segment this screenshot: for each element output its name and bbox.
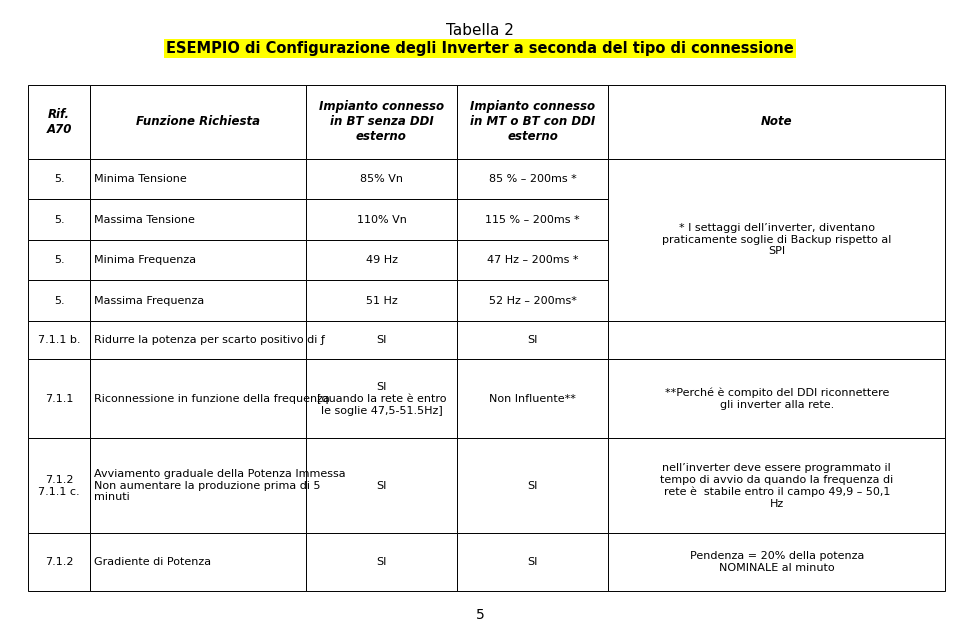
Text: ESEMPIO di Configurazione degli Inverter a seconda del tipo di connessione: ESEMPIO di Configurazione degli Inverter… [166, 41, 794, 56]
Text: 5.: 5. [54, 174, 64, 184]
Text: 85% Vn: 85% Vn [360, 174, 403, 184]
Text: 110% Vn: 110% Vn [356, 215, 406, 225]
Text: Tabella 2: Tabella 2 [446, 23, 514, 38]
Bar [306, 321, 457, 360]
Bar [28, 85, 90, 159]
Text: Rif.
A70: Rif. A70 [46, 108, 72, 136]
Bar [90, 85, 306, 159]
Text: 5: 5 [475, 608, 485, 622]
Bar [457, 159, 609, 199]
Text: 49 Hz: 49 Hz [366, 255, 397, 265]
Bar [306, 240, 457, 280]
Bar [609, 85, 945, 159]
Text: Funzione Richiesta: Funzione Richiesta [136, 115, 260, 128]
Text: Non Influente**: Non Influente** [490, 394, 576, 404]
Text: SI: SI [528, 335, 538, 345]
Text: Avviamento graduale della Potenza Immessa
Non aumentare la produzione prima di 5: Avviamento graduale della Potenza Immess… [94, 469, 346, 503]
Bar [28, 360, 90, 438]
Text: Note: Note [761, 115, 793, 128]
Text: Massima Tensione: Massima Tensione [94, 215, 195, 225]
Bar [90, 321, 306, 360]
Bar [457, 438, 609, 534]
Text: * I settaggi dell’inverter, diventano
praticamente soglie di Backup rispetto al
: * I settaggi dell’inverter, diventano pr… [662, 223, 892, 256]
Text: 5.: 5. [54, 255, 64, 265]
Bar [457, 240, 609, 280]
Bar [609, 321, 945, 360]
Bar [28, 199, 90, 240]
Bar [90, 199, 306, 240]
Bar [90, 159, 306, 199]
Text: 85 % – 200ms *: 85 % – 200ms * [489, 174, 577, 184]
Bar [457, 321, 609, 360]
Bar [457, 360, 609, 438]
Text: Riconnessione in funzione della frequenza: Riconnessione in funzione della frequenz… [94, 394, 330, 404]
Bar [28, 240, 90, 280]
Bar [90, 280, 306, 321]
Text: 51 Hz: 51 Hz [366, 296, 397, 306]
Bar [306, 159, 457, 199]
Text: 7.1.1 b.: 7.1.1 b. [38, 335, 81, 345]
Bar [457, 534, 609, 591]
Text: Gradiente di Potenza: Gradiente di Potenza [94, 557, 211, 567]
Bar [306, 85, 457, 159]
Bar [457, 85, 609, 159]
Text: Impianto connesso
in BT senza DDI
esterno: Impianto connesso in BT senza DDI estern… [319, 100, 444, 143]
Bar [90, 438, 306, 534]
Bar [306, 360, 457, 438]
Bar [28, 438, 90, 534]
Bar [457, 199, 609, 240]
Bar [457, 280, 609, 321]
Text: 47 Hz – 200ms *: 47 Hz – 200ms * [487, 255, 579, 265]
Bar [90, 360, 306, 438]
Text: 115 % – 200ms *: 115 % – 200ms * [486, 215, 580, 225]
Bar [609, 534, 945, 591]
Text: Pendenza = 20% della potenza
NOMINALE al minuto: Pendenza = 20% della potenza NOMINALE al… [689, 551, 864, 573]
Text: 7.1.1: 7.1.1 [45, 394, 73, 404]
Text: Minima Frequenza: Minima Frequenza [94, 255, 197, 265]
Text: 7.1.2: 7.1.2 [45, 557, 73, 567]
Bar [609, 360, 945, 438]
Bar [609, 159, 945, 321]
Bar [306, 534, 457, 591]
Text: SI: SI [528, 481, 538, 491]
Text: **Perché è compito del DDI riconnettere
gli inverter alla rete.: **Perché è compito del DDI riconnettere … [664, 388, 889, 410]
Bar [28, 321, 90, 360]
Bar [28, 280, 90, 321]
Bar [609, 438, 945, 534]
Text: SI: SI [528, 557, 538, 567]
Bar [28, 534, 90, 591]
Bar [306, 280, 457, 321]
Text: 5.: 5. [54, 215, 64, 225]
Text: 5.: 5. [54, 296, 64, 306]
Text: 7.1.2
7.1.1 c.: 7.1.2 7.1.1 c. [38, 475, 80, 497]
Text: 52 Hz – 200ms*: 52 Hz – 200ms* [489, 296, 577, 306]
Text: Massima Frequenza: Massima Frequenza [94, 296, 204, 306]
Text: SI: SI [376, 557, 387, 567]
Text: SI
[quando la rete è entro
le soglie 47,5-51.5Hz]: SI [quando la rete è entro le soglie 47,… [317, 382, 446, 416]
Bar [90, 240, 306, 280]
Text: nell’inverter deve essere programmato il
tempo di avvio da quando la frequenza d: nell’inverter deve essere programmato il… [660, 463, 894, 508]
Text: SI: SI [376, 481, 387, 491]
Bar [306, 199, 457, 240]
Bar [306, 438, 457, 534]
Text: Ridurre la potenza per scarto positivo di ƒ: Ridurre la potenza per scarto positivo d… [94, 335, 325, 345]
Text: Minima Tensione: Minima Tensione [94, 174, 187, 184]
Bar [28, 159, 90, 199]
Text: SI: SI [376, 335, 387, 345]
Bar [90, 534, 306, 591]
Text: Impianto connesso
in MT o BT con DDI
esterno: Impianto connesso in MT o BT con DDI est… [470, 100, 595, 143]
